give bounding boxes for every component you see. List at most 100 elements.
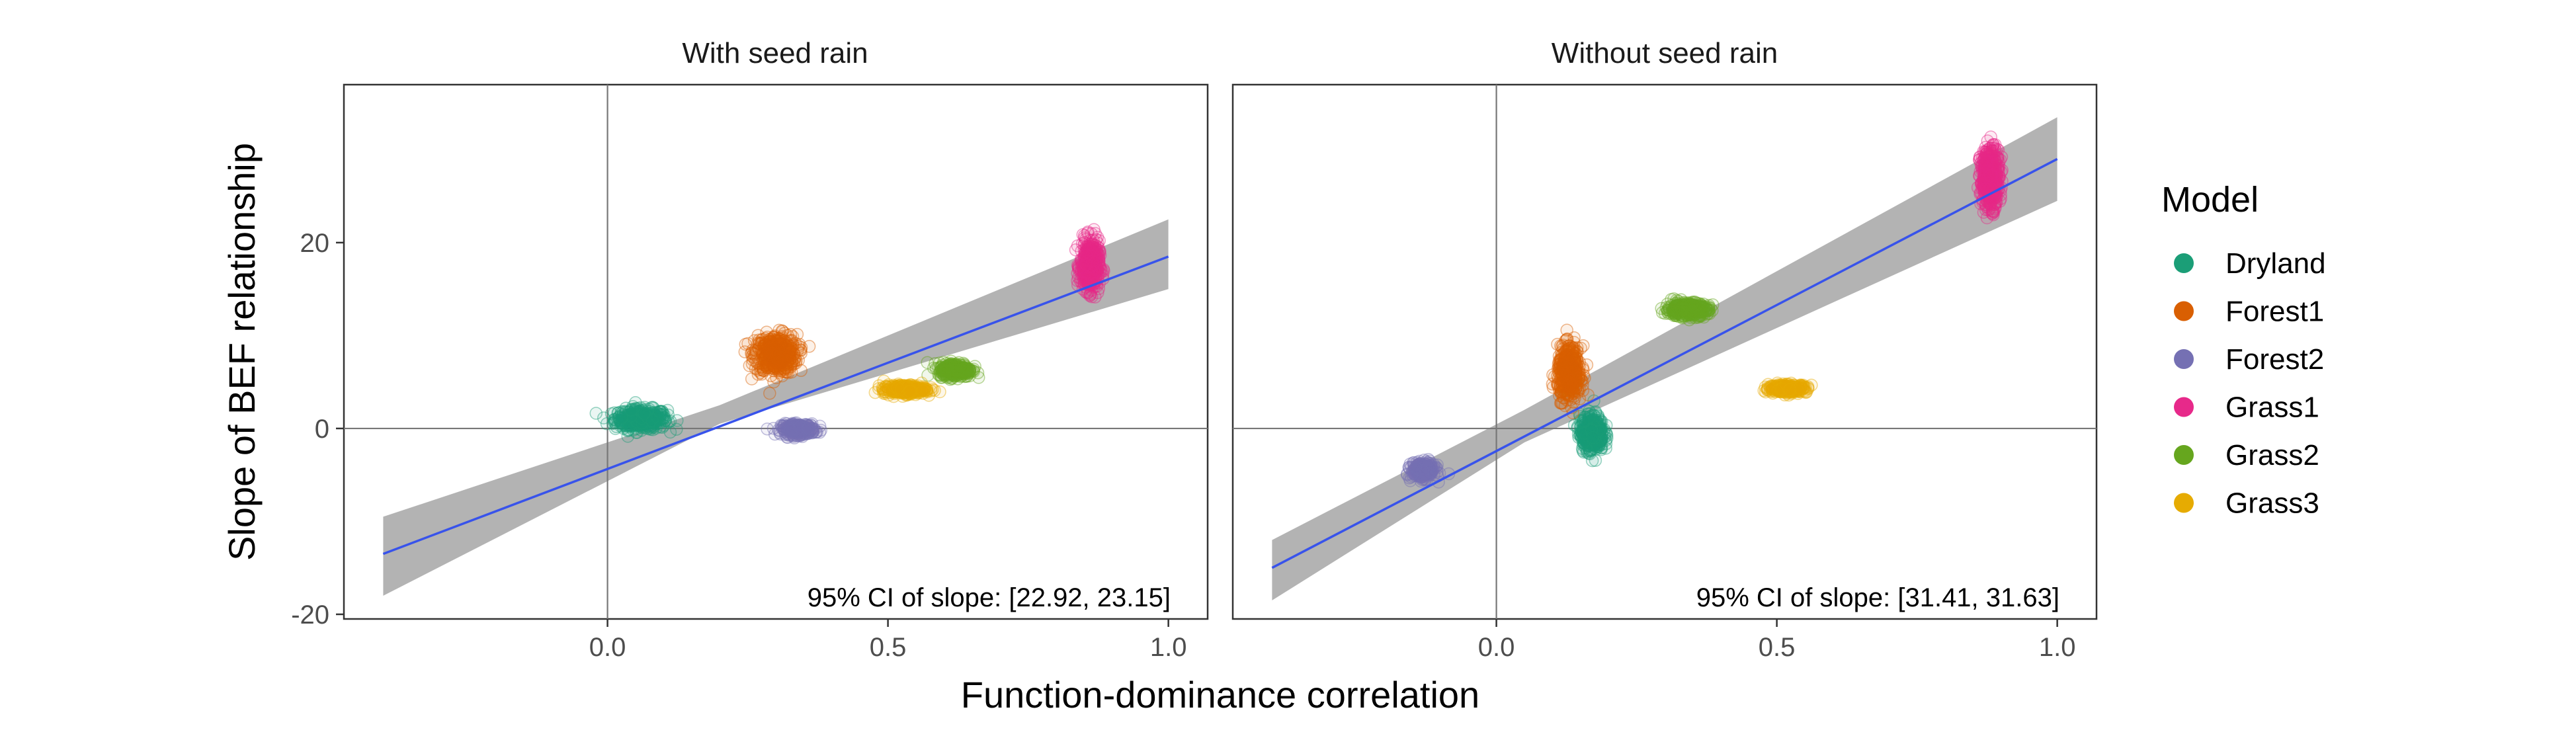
data-point [638,411,651,424]
data-point [761,350,774,364]
data-point [643,408,657,421]
data-point [642,409,656,423]
data-point [640,415,653,428]
data-point [640,415,653,428]
data-point [614,417,628,430]
data-point [636,410,649,423]
data-point [631,407,644,421]
data-point [916,384,930,397]
data-point [631,413,645,427]
data-point [627,411,640,425]
data-point [645,406,659,419]
data-point [634,412,648,426]
data-point [649,411,663,425]
data-point [607,413,621,427]
data-point [630,422,644,435]
data-point [767,353,780,366]
data-point [631,418,645,432]
data-point [616,417,630,430]
data-point [632,407,645,421]
data-point [763,334,777,348]
data-point [620,419,634,432]
data-point [649,409,662,422]
data-point [763,335,776,349]
data-point [644,409,657,423]
data-point [629,419,642,432]
data-point [653,405,667,419]
data-point [634,411,647,425]
data-point [653,405,667,419]
x-axis: 0.0 0.5 1.0 [589,619,1186,662]
data-point [624,403,638,417]
data-point [636,410,649,424]
data-point [639,417,652,430]
data-point [772,323,786,337]
data-point [649,414,662,428]
data-point [633,404,646,418]
data-point [647,407,660,421]
data-point [637,417,651,430]
data-point [633,415,647,429]
data-point [655,405,669,418]
data-point [657,411,671,425]
data-point [632,417,645,430]
data-point [622,423,636,436]
data-point [610,420,623,434]
data-point [814,423,827,437]
data-point [627,405,641,419]
data-point [645,419,659,432]
data-point [632,408,645,421]
data-point [785,333,798,347]
data-point [629,405,643,419]
data-point [653,413,667,427]
data-point [633,408,647,421]
data-point [647,413,661,427]
data-point [618,415,632,429]
data-point [631,410,645,423]
data-point [648,409,662,423]
data-point [778,356,792,370]
data-point [647,416,661,430]
data-point [632,416,646,429]
data-point [644,409,658,423]
data-point [628,403,642,417]
data-point [622,408,636,422]
data-point [766,337,779,350]
data-point [624,409,638,422]
data-point [632,413,645,426]
data-point [657,413,670,427]
data-point [615,419,629,432]
data-point [645,419,659,432]
data-point [624,413,638,427]
data-point [597,411,610,425]
data-point [670,423,683,436]
data-point [632,401,645,415]
data-point [775,354,789,368]
data-point [649,413,662,427]
data-point [649,421,663,435]
data-point [615,411,628,424]
data-point [635,412,649,425]
data-point [636,404,649,417]
panel-title-without-seed-rain: Without seed rain [1552,37,1778,69]
data-point [638,417,652,431]
data-point [640,413,653,427]
data-point [647,415,660,429]
data-point [634,408,647,422]
data-point [626,416,640,429]
data-point [758,346,772,360]
data-point [642,409,655,422]
data-point [637,411,651,425]
data-point [636,417,649,430]
data-point [761,340,774,353]
data-point [632,409,645,423]
data-point [623,417,637,430]
data-point [644,409,657,423]
data-point [658,414,672,428]
data-point [767,350,781,364]
data-point [621,424,634,438]
data-point [640,412,653,425]
data-point [628,403,642,417]
data-point [647,411,661,425]
